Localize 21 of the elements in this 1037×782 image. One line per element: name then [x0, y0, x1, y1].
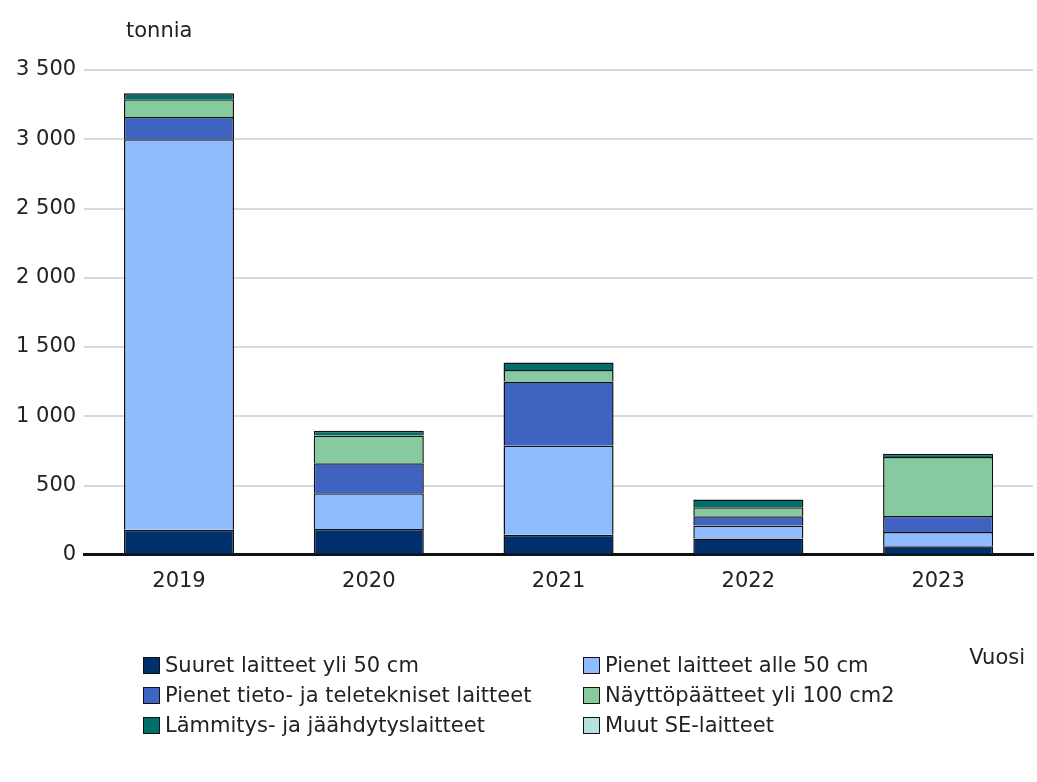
legend-label: Näyttöpäätteet yli 100 cm2 — [605, 683, 895, 707]
x-tick-label: 2019 — [152, 567, 206, 592]
x-axis-title: Vuosi — [969, 645, 1025, 669]
x-tick-label: 2023 — [911, 567, 965, 592]
y-tick-label: 1 500 — [15, 333, 77, 358]
legend-label: Pienet laitteet alle 50 cm — [605, 653, 869, 677]
legend-label: Pienet tieto- ja teletekniset laitteet — [165, 683, 532, 707]
x-tick-label: 2020 — [342, 567, 396, 592]
y-tick-label: 0 — [62, 541, 77, 566]
y-tick-label: 3 000 — [15, 125, 77, 150]
y-axis-title: tonnia — [126, 18, 193, 42]
legend-label: Muut SE-laitteet — [605, 713, 774, 737]
legend-label: Suuret laitteet yli 50 cm — [165, 653, 419, 677]
y-tick-label: 2 500 — [15, 194, 77, 219]
x-tick-label: 2022 — [721, 567, 776, 592]
y-tick-label: 3 500 — [15, 56, 77, 81]
y-tick-label: 500 — [36, 472, 77, 496]
legend-label: Lämmitys- ja jäähdytyslaitteet — [165, 713, 485, 737]
y-tick-label: 1 000 — [15, 402, 77, 427]
y-tick-label: 2 000 — [15, 264, 77, 289]
x-tick-label: 2021 — [531, 567, 586, 592]
